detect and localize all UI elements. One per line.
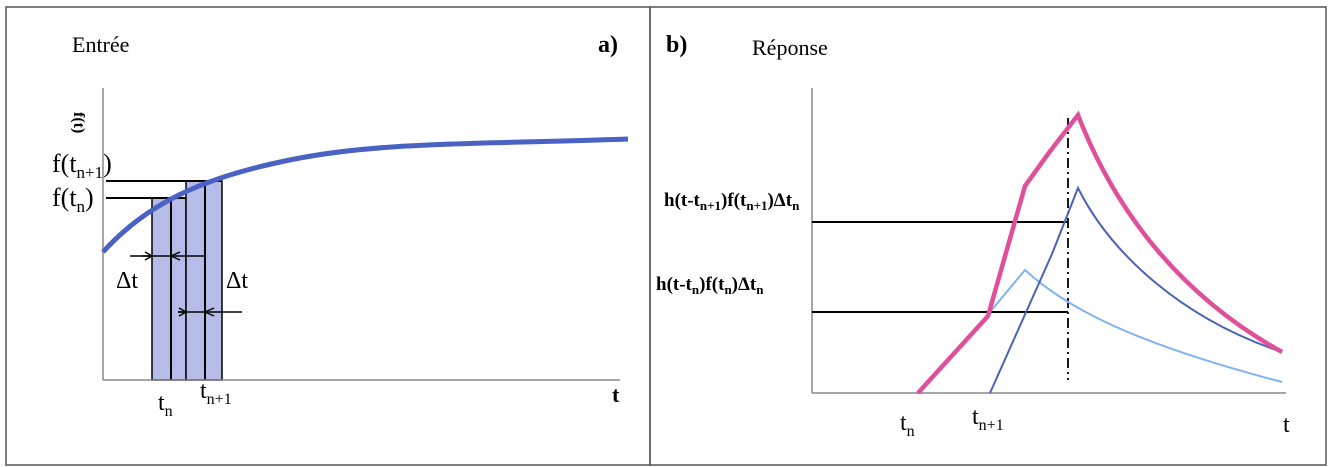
response-total-curve xyxy=(916,110,1284,395)
panel-b: b) Réponse h(t-tn+1)f(tn+1)Δtn h(t-tn)f(… xyxy=(656,32,1290,440)
input-curve xyxy=(101,136,629,254)
response-n1-curve xyxy=(989,185,1283,394)
panel-a-header: Entrée xyxy=(72,32,129,57)
tn-label-b: tn xyxy=(900,410,915,440)
panel-b-header: Réponse xyxy=(752,35,828,60)
panel-a: Entrée a) f(t) f(tn+1) f(tn) Δt Δt tn t xyxy=(52,32,629,420)
tn1-label-b: tn+1 xyxy=(972,404,1004,434)
tn-label-a: tn xyxy=(158,390,173,420)
bar-1 xyxy=(151,197,187,381)
panel-a-x-label: t xyxy=(612,382,620,407)
delta-right-arrow-out xyxy=(204,307,215,317)
delta-right-arrow-in xyxy=(178,307,188,317)
delta-left-arrow-in xyxy=(142,251,154,261)
f-tn1-label: f(tn+1) xyxy=(52,149,112,182)
panel-a-label: a) xyxy=(598,32,618,58)
panel-b-frame xyxy=(649,6,1327,466)
delta-left-label: Δt xyxy=(116,268,138,294)
delta-left-arrow-out xyxy=(170,251,181,261)
panel-b-x-label: t xyxy=(1283,412,1290,438)
f-tn-label: f(tn) xyxy=(52,183,94,216)
panel-b-label: b) xyxy=(666,32,687,58)
delta-right-label: Δt xyxy=(226,268,248,294)
lower-level-label: h(t-tn)f(tn)Δtn xyxy=(656,274,764,297)
response-n-curve xyxy=(984,268,1283,383)
tn1-label-a: tn+1 xyxy=(200,378,232,408)
y-axis-label: f(t) xyxy=(70,112,87,133)
upper-level-label: h(t-tn+1)f(tn+1)Δtn xyxy=(664,190,800,213)
